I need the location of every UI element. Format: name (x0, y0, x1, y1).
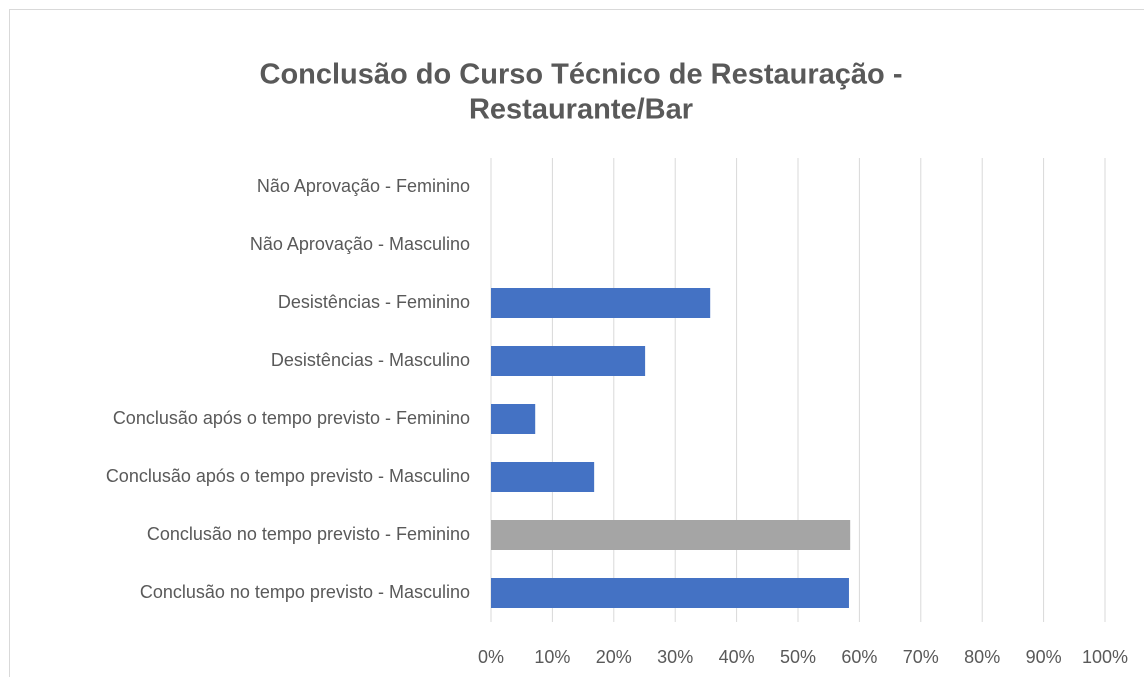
bar (491, 346, 646, 376)
x-tick-label: 60% (841, 647, 877, 667)
x-tick-label: 30% (657, 647, 693, 667)
x-tick-label: 70% (903, 647, 939, 667)
x-tick-label: 20% (596, 647, 632, 667)
bar (491, 288, 711, 318)
bar (491, 520, 851, 550)
bar (491, 462, 595, 492)
y-tick-label: Desistências - Masculino (271, 350, 470, 370)
bar (491, 404, 536, 434)
chart-title: Restaurante/Bar (469, 94, 693, 126)
chart-title: Conclusão do Curso Técnico de Restauraçã… (260, 59, 903, 91)
x-tick-label: 0% (478, 647, 504, 667)
y-tick-label: Conclusão após o tempo previsto - Mascul… (106, 466, 470, 486)
y-tick-label: Desistências - Feminino (278, 292, 470, 312)
chart-frame (9, 9, 1144, 677)
y-tick-label: Conclusão após o tempo previsto - Femini… (113, 408, 470, 428)
x-tick-label: 40% (719, 647, 755, 667)
y-tick-label: Não Aprovação - Masculino (250, 234, 470, 254)
x-tick-label: 80% (964, 647, 1000, 667)
y-tick-label: Não Aprovação - Feminino (257, 176, 470, 196)
bar (491, 578, 849, 608)
x-tick-label: 90% (1026, 647, 1062, 667)
y-tick-label: Conclusão no tempo previsto - Feminino (147, 524, 470, 544)
x-tick-label: 100% (1082, 647, 1128, 667)
y-tick-label: Conclusão no tempo previsto - Masculino (140, 582, 470, 602)
x-tick-label: 50% (780, 647, 816, 667)
x-tick-label: 10% (534, 647, 570, 667)
